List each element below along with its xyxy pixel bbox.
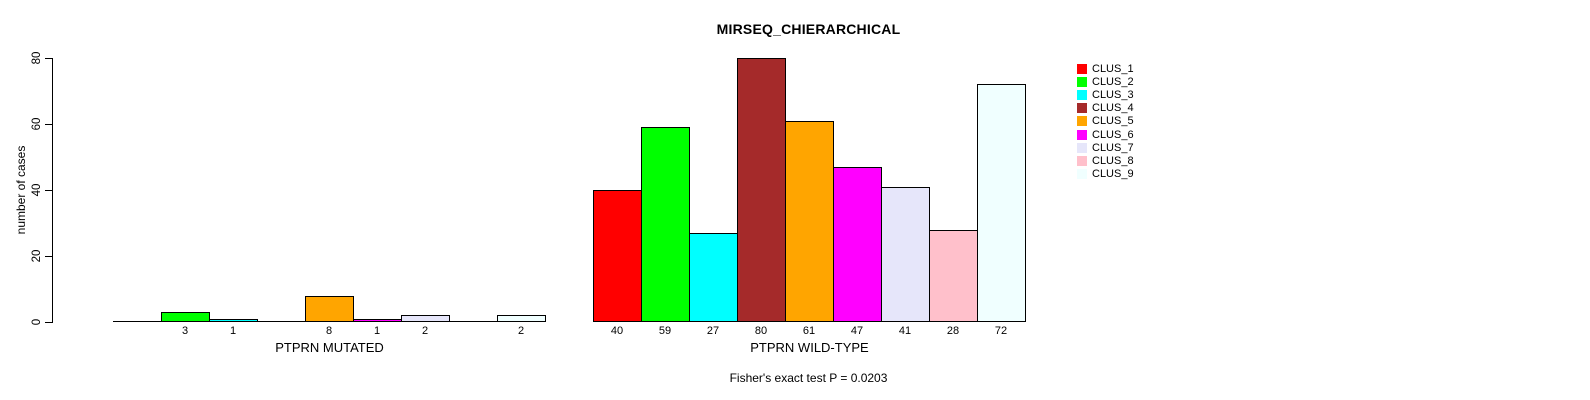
bar-CLUS_5-ptprn-mutated xyxy=(305,296,354,322)
bar-value-CLUS_8-group2: 28 xyxy=(946,325,960,337)
legend-swatch-CLUS_7 xyxy=(1077,142,1087,153)
x-axis-group-label-2: PTPRN WILD-TYPE xyxy=(750,340,869,355)
bar-CLUS_9-ptprn-mutated xyxy=(497,315,546,322)
legend-item-CLUS_8: CLUS_8 xyxy=(1077,154,1134,167)
legend-label-CLUS_8: CLUS_8 xyxy=(1092,154,1134,167)
bar-CLUS_2-ptprn-wild-type xyxy=(641,127,690,322)
bar-CLUS_2-ptprn-mutated xyxy=(161,312,210,322)
bar-CLUS_6-ptprn-wild-type xyxy=(833,167,882,322)
y-tick-label-80: 80 xyxy=(31,51,43,65)
bar-CLUS_6-ptprn-mutated xyxy=(353,319,402,322)
bar-value-CLUS_7-group2: 41 xyxy=(898,325,912,337)
y-tick-40 xyxy=(45,190,52,191)
y-tick-label-0: 0 xyxy=(31,318,43,326)
legend-label-CLUS_3: CLUS_3 xyxy=(1092,89,1134,102)
y-tick-60 xyxy=(45,124,52,125)
bar-value-CLUS_7-group1: 2 xyxy=(421,325,429,337)
legend-swatch-CLUS_4 xyxy=(1077,103,1087,114)
bar-value-CLUS_5-group1: 8 xyxy=(325,325,333,337)
legend-item-CLUS_9: CLUS_9 xyxy=(1077,167,1134,180)
bar-value-CLUS_1-group2: 40 xyxy=(610,325,624,337)
y-tick-label-20: 20 xyxy=(31,249,43,263)
legend-label-CLUS_2: CLUS_2 xyxy=(1092,76,1134,89)
legend-label-CLUS_5: CLUS_5 xyxy=(1092,115,1134,128)
legend-swatch-CLUS_2 xyxy=(1077,77,1087,88)
bar-CLUS_3-ptprn-wild-type xyxy=(689,233,738,322)
y-tick-20 xyxy=(45,256,52,257)
legend-label-CLUS_6: CLUS_6 xyxy=(1092,128,1134,141)
legend-swatch-CLUS_3 xyxy=(1077,90,1087,101)
bar-value-CLUS_6-group1: 1 xyxy=(373,325,381,337)
y-tick-0 xyxy=(45,322,52,323)
bar-value-CLUS_2-group2: 59 xyxy=(658,325,672,337)
bar-CLUS_9-ptprn-wild-type xyxy=(977,84,1026,322)
bar-CLUS_1-ptprn-wild-type xyxy=(593,190,642,322)
legend-swatch-CLUS_9 xyxy=(1077,168,1087,179)
bar-value-CLUS_4-group2: 80 xyxy=(754,325,768,337)
bar-value-CLUS_2-group1: 3 xyxy=(181,325,189,337)
bar-CLUS_5-ptprn-wild-type xyxy=(785,121,834,322)
legend-swatch-CLUS_6 xyxy=(1077,129,1087,140)
legend-item-CLUS_4: CLUS_4 xyxy=(1077,102,1134,115)
bar-value-CLUS_3-group1: 1 xyxy=(229,325,237,337)
bar-CLUS_8-ptprn-wild-type xyxy=(929,230,978,322)
y-tick-label-60: 60 xyxy=(31,117,43,131)
legend-item-CLUS_6: CLUS_6 xyxy=(1077,128,1134,141)
legend-item-CLUS_7: CLUS_7 xyxy=(1077,141,1134,154)
legend-label-CLUS_4: CLUS_4 xyxy=(1092,102,1134,115)
legend-swatch-CLUS_5 xyxy=(1077,116,1087,127)
bar-CLUS_4-ptprn-wild-type xyxy=(737,58,786,322)
bar-value-CLUS_3-group2: 27 xyxy=(706,325,720,337)
y-axis-label: number of cases xyxy=(14,145,28,235)
y-tick-label-40: 40 xyxy=(31,183,43,197)
legend-item-CLUS_5: CLUS_5 xyxy=(1077,115,1134,128)
legend-item-CLUS_1: CLUS_1 xyxy=(1077,63,1134,76)
legend-label-CLUS_7: CLUS_7 xyxy=(1092,141,1134,154)
legend-label-CLUS_9: CLUS_9 xyxy=(1092,167,1134,180)
legend-swatch-CLUS_1 xyxy=(1077,64,1087,74)
x-axis-group-label-1: PTPRN MUTATED xyxy=(275,340,384,355)
bar-value-CLUS_9-group2: 72 xyxy=(994,325,1008,337)
bar-value-CLUS_5-group2: 61 xyxy=(802,325,816,337)
bar-CLUS_7-ptprn-wild-type xyxy=(881,187,930,322)
legend-swatch-CLUS_8 xyxy=(1077,155,1087,166)
bar-value-CLUS_9-group1: 2 xyxy=(517,325,525,337)
chart-title: MIRSEQ_CHIERARCHICAL xyxy=(716,21,901,37)
bar-CLUS_3-ptprn-mutated xyxy=(209,319,258,322)
legend-item-CLUS_3: CLUS_3 xyxy=(1077,89,1134,102)
y-tick-80 xyxy=(45,58,52,59)
legend-item-CLUS_2: CLUS_2 xyxy=(1077,76,1134,89)
y-axis-line xyxy=(52,58,53,323)
annotation-text: Fisher's exact test P = 0.0203 xyxy=(729,371,888,385)
bar-CLUS_7-ptprn-mutated xyxy=(401,315,450,322)
legend-label-CLUS_1: CLUS_1 xyxy=(1092,63,1134,75)
bar-value-CLUS_6-group2: 47 xyxy=(850,325,864,337)
